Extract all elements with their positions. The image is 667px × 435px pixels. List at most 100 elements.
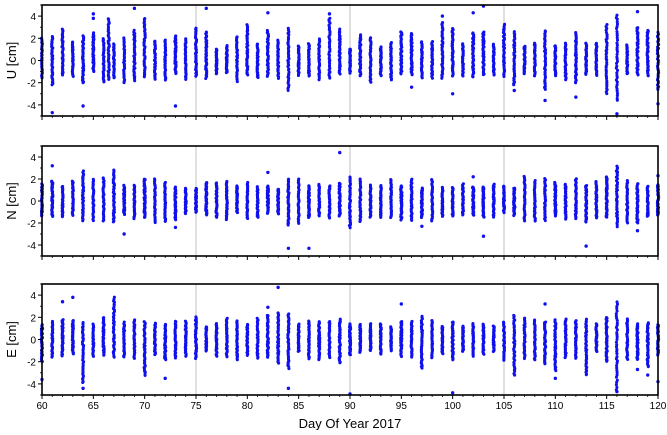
data-point [482,185,485,188]
data-point [471,31,474,34]
data-point [534,179,537,182]
data-point [513,187,516,190]
data-point [338,182,341,185]
data-point-outlier [71,296,74,299]
data-point [636,182,639,185]
data-point [615,65,618,68]
data-point [471,185,474,188]
data-point [626,179,629,182]
data-point-outlier [61,300,64,303]
data-point-outlier [307,247,310,250]
data-point [276,39,279,42]
data-point [266,29,269,32]
data-point [82,321,85,324]
data-point [615,55,618,58]
data-point-outlier [276,286,279,289]
data-point [400,184,403,187]
data-point-outlier [636,229,639,232]
data-point [564,183,567,186]
data-point-outlier [615,112,618,115]
data-point [369,36,372,39]
data-point [605,23,608,26]
data-point-outlier [328,12,331,15]
data-point [390,41,393,44]
data-point [594,180,597,183]
data-point-outlier [513,89,516,92]
data-point [421,315,424,318]
data-point [143,320,146,323]
y-tick-label: 2 [30,34,36,45]
data-point [61,28,64,31]
data-point [513,30,516,33]
data-point [585,184,588,187]
data-point [215,181,218,184]
data-point [615,14,618,17]
data-point [318,320,321,323]
data-point [236,35,239,38]
data-point [605,175,608,178]
data-point [544,29,547,32]
data-point [174,186,177,189]
data-point [225,180,228,183]
data-point-outlier [410,85,413,88]
data-point [400,320,403,323]
data-point [461,42,464,45]
data-point [421,186,424,189]
data-point-outlier [472,11,475,14]
data-point [462,182,465,185]
data-point [102,37,105,40]
data-point [410,178,413,181]
data-point [72,319,75,322]
data-point [380,45,383,48]
data-point [62,318,65,321]
data-point [235,184,238,187]
data-point-outlier [81,104,84,107]
data-point [328,17,331,20]
data-point-outlier [400,302,403,305]
data-point [122,184,125,187]
data-point [430,178,433,181]
data-point [71,180,74,183]
data-point [523,175,526,178]
data-point [287,178,290,181]
data-point [523,45,526,48]
data-point-outlier [543,99,546,102]
data-point [493,183,496,186]
data-point [317,183,320,186]
data-point [112,168,115,171]
data-point [616,97,619,100]
data-point [194,27,197,30]
data-point [287,312,290,315]
data-point-outlier [441,14,444,17]
data-point [584,42,587,45]
data-point-outlier [482,235,485,238]
data-point [420,40,423,43]
data-point [646,29,649,32]
data-point [338,28,341,31]
data-point [71,41,74,44]
data-point-outlier [133,7,136,10]
data-point-outlier [92,12,95,15]
data-point [245,23,248,26]
data-point [389,178,392,181]
data-point [554,44,557,47]
data-point [164,323,167,326]
data-point [92,178,95,181]
data-point-outlier [266,171,269,174]
data-point [153,177,156,180]
y-axis-label: N [cm] [4,182,19,220]
data-point [307,42,310,45]
data-point-outlier [122,232,125,235]
data-point-outlier [287,387,290,390]
data-point-outlier [92,17,95,20]
y-tick-label: 0 [30,197,36,208]
data-point [133,29,136,32]
data-point [287,27,290,30]
data-point [410,32,413,35]
data-point-outlier [338,151,341,154]
data-point [339,318,342,321]
data-point [184,37,187,40]
data-point [616,53,619,56]
data-point [615,165,618,168]
